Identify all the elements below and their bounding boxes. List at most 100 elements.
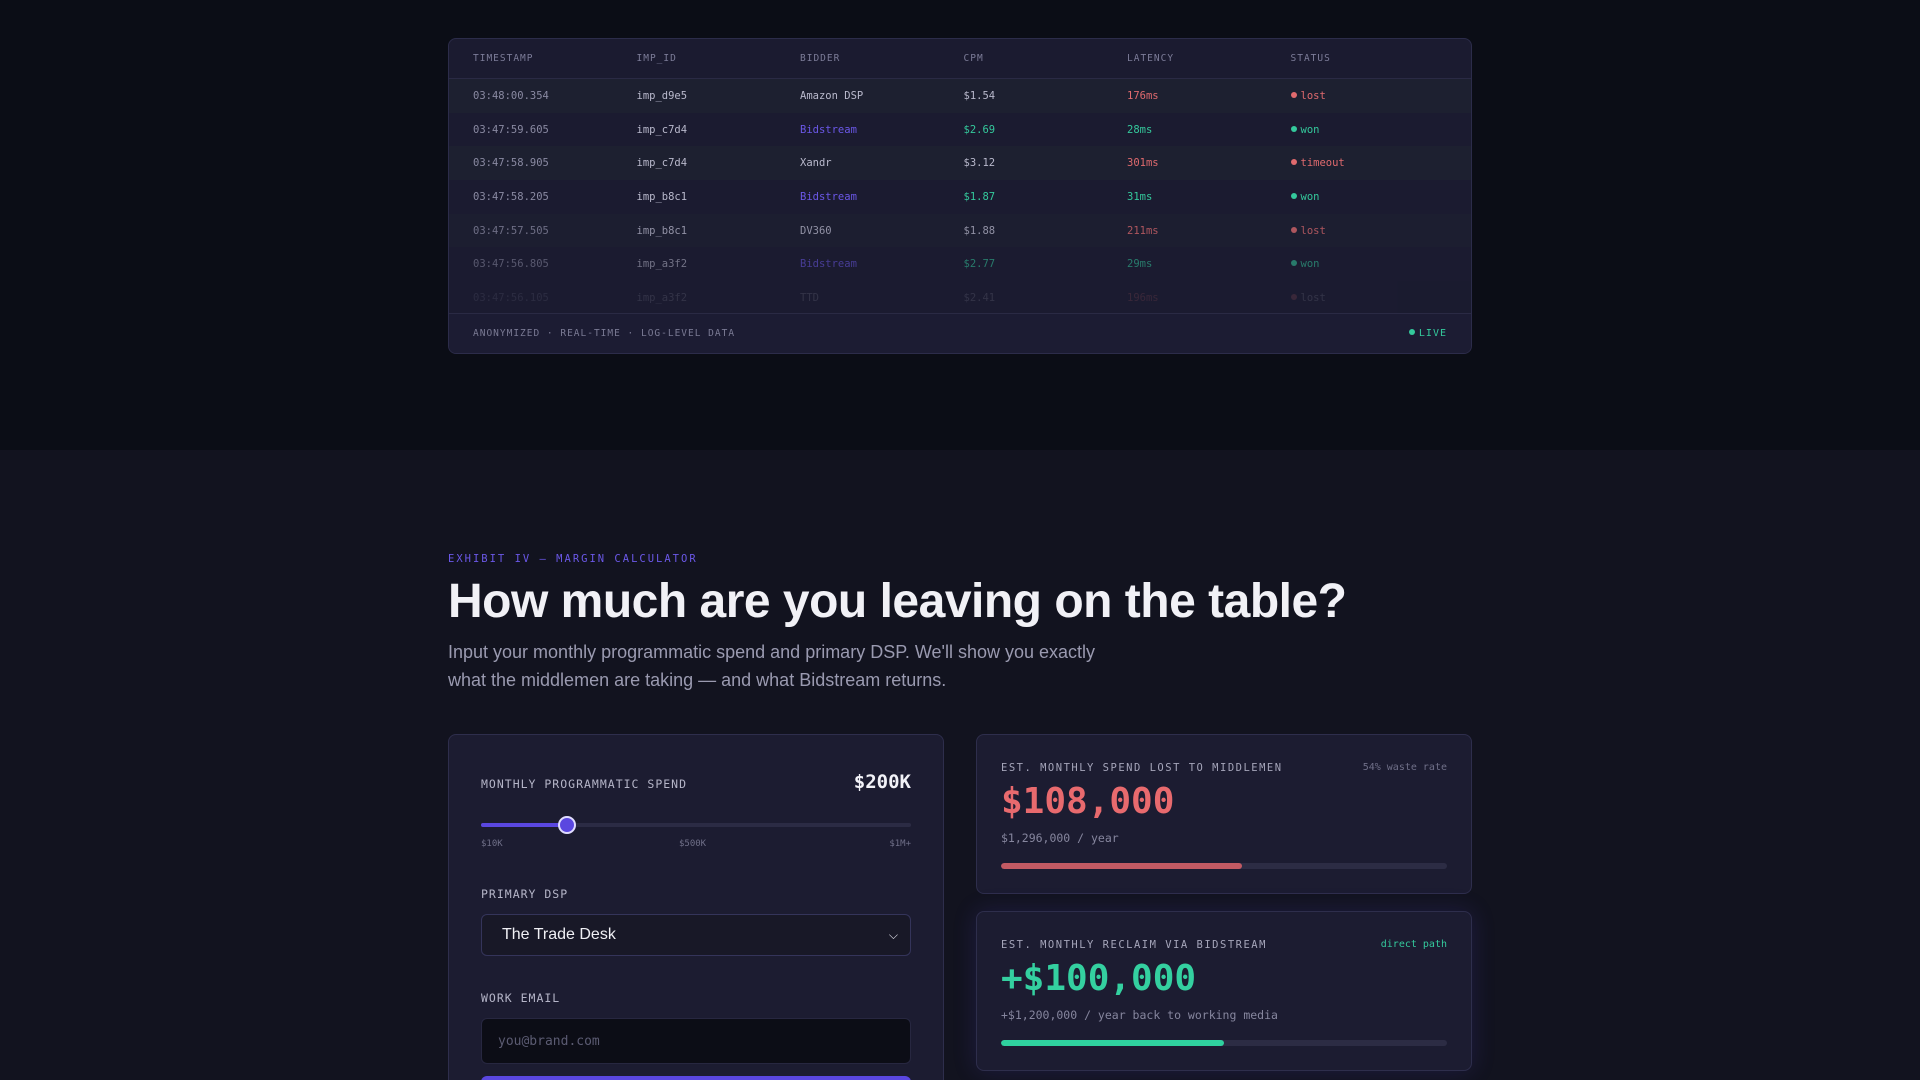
reclaim-bar-fill [1001,1040,1224,1046]
lost-bar-fill [1001,863,1242,869]
cell-timestamp: 03:47:56.105 [473,291,549,304]
cell-bidder: TTD [800,291,819,304]
cell-status: won [1290,190,1455,203]
chevron-down-icon: ⌵ [888,927,898,942]
section-description: Input your monthly programmatic spend an… [448,642,1096,690]
status-text: timeout [1300,157,1345,170]
spend-slider-fill [481,823,567,827]
live-dot-icon [1408,329,1415,335]
bid-log-header: TIMESTAMP IMP_ID BIDDER CPM LATENCY STAT… [449,39,1471,79]
status-text: lost [1300,224,1326,237]
dsp-selected-value: The Trade Desk [502,926,616,943]
cell-timestamp: 03:47:57.505 [473,224,549,237]
cell-imp-id: imp_d9e5 [636,89,688,102]
cell-cpm: $1.87 [963,190,996,203]
cell-bidder: Amazon DSP [800,89,864,102]
reclaim-annual: +$1,200,000 / year back to working media [1001,1008,1278,1022]
submit-button[interactable] [481,1076,911,1080]
header-latency: LATENCY [1127,53,1175,64]
cell-latency: 31ms [1127,190,1153,203]
table-row: 03:47:56.805 imp_a3f2 Bidstream $2.77 29… [449,247,1471,281]
live-indicator: LIVE [1408,328,1447,339]
cell-status: lost [1290,89,1455,102]
status-text: won [1300,190,1320,203]
cell-status: won [1290,123,1455,136]
email-label: WORK EMAIL [481,991,561,1005]
email-placeholder: you@brand.com [498,1033,600,1049]
bid-log-panel: TIMESTAMP IMP_ID BIDDER CPM LATENCY STAT… [448,38,1472,354]
cell-latency: 211ms [1127,224,1159,237]
table-row: 03:47:58.905 imp_c7d4 Xandr $3.12 301ms … [449,146,1471,181]
status-text: won [1300,123,1320,136]
page-title: How much are you leaving on the table? [448,575,1347,628]
cell-latency: 29ms [1127,258,1153,271]
cell-latency: 176ms [1127,89,1159,102]
lost-annual: $1,296,000 / year [1001,831,1119,845]
spend-label: MONTHLY PROGRAMMATIC SPEND [481,777,688,791]
lost-label: EST. MONTHLY SPEND LOST TO MIDDLEMEN [1001,762,1283,774]
cell-cpm: $2.77 [963,258,996,271]
slider-tick-min: $10K [481,839,503,849]
calculator-input-card: MONTHLY PROGRAMMATIC SPEND $200K $10K $5… [448,734,944,1080]
header-status: STATUS [1290,53,1331,64]
dsp-label: PRIMARY DSP [481,887,569,901]
lost-value: $108,000 [1001,781,1175,822]
table-row: 03:47:57.505 imp_b8c1 DV360 $1.88 211ms … [449,213,1471,248]
status-dot-icon [1290,125,1297,132]
cell-imp-id: imp_c7d4 [636,123,688,136]
cell-cpm: $1.88 [963,224,996,237]
cell-timestamp: 03:47:58.205 [473,190,549,203]
spend-slider[interactable] [481,816,911,834]
cell-cpm: $1.54 [963,89,996,102]
cell-cpm: $3.12 [963,157,996,170]
cell-cpm: $2.69 [963,123,996,136]
cell-imp-id: imp_c7d4 [636,157,688,170]
slider-tick-max: $1M+ [889,839,911,849]
status-dot-icon [1290,159,1297,166]
cell-timestamp: 03:47:56.805 [473,258,549,271]
status-dot-icon [1290,260,1297,267]
header-cpm: CPM [963,53,984,64]
cell-imp-id: imp_a3f2 [636,291,688,304]
cell-imp-id: imp_b8c1 [636,190,688,203]
status-dot-icon [1290,192,1297,199]
lost-bar [1001,863,1447,869]
header-timestamp: TIMESTAMP [473,53,534,64]
cell-timestamp: 03:48:00.354 [473,89,549,102]
status-text: lost [1300,291,1326,304]
cell-timestamp: 03:47:58.905 [473,157,549,170]
waste-rate-tag: 54% waste rate [1362,762,1447,773]
table-row: 03:47:59.605 imp_c7d4 Bidstream $2.69 28… [449,113,1471,147]
section-eyebrow: EXHIBIT IV — MARGIN CALCULATOR [448,553,698,565]
cell-bidder: Bidstream [800,190,857,203]
table-row: 03:47:58.205 imp_b8c1 Bidstream $1.87 31… [449,180,1471,214]
status-dot-icon [1290,226,1297,233]
cell-bidder: DV360 [800,224,832,237]
bid-log-footer: ANONYMIZED · REAL-TIME · LOG-LEVEL DATA … [449,313,1471,353]
status-text: lost [1300,89,1326,102]
email-field[interactable]: you@brand.com [481,1018,911,1064]
cell-status: won [1290,258,1455,271]
cell-status: timeout [1290,157,1455,170]
spend-slider-thumb[interactable] [558,816,576,834]
result-card-lost: EST. MONTHLY SPEND LOST TO MIDDLEMEN 54%… [976,734,1472,894]
dsp-select[interactable]: The Trade Desk ⌵ [481,914,911,956]
reclaim-bar [1001,1040,1447,1046]
status-text: won [1300,258,1320,271]
cell-timestamp: 03:47:59.605 [473,123,549,136]
result-card-reclaim: EST. MONTHLY RECLAIM VIA BIDSTREAM direc… [976,911,1472,1071]
reclaim-value: +$100,000 [1001,958,1197,999]
data-note: ANONYMIZED · REAL-TIME · LOG-LEVEL DATA [473,328,736,339]
table-row: 03:47:56.105 imp_a3f2 TTD $2.41 196ms lo… [449,281,1471,315]
cell-status: lost [1290,291,1455,304]
cell-latency: 196ms [1127,291,1159,304]
reclaim-label: EST. MONTHLY RECLAIM VIA BIDSTREAM [1001,939,1267,951]
header-bidder: BIDDER [800,53,841,64]
cell-latency: 28ms [1127,123,1153,136]
cell-latency: 301ms [1127,157,1159,170]
status-dot-icon [1290,293,1297,300]
spend-value: $200K [853,771,911,793]
status-dot-icon [1290,91,1297,98]
cell-status: lost [1290,224,1455,237]
cell-bidder: Xandr [800,157,832,170]
